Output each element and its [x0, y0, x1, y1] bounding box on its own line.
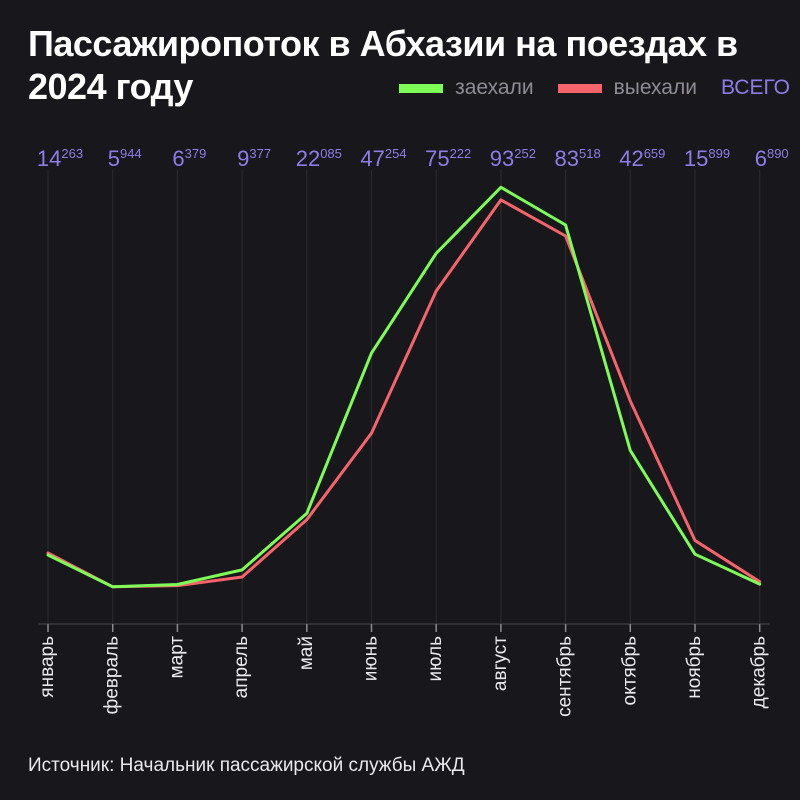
legend-label-departed: выехали — [613, 76, 697, 99]
total-label-10: 42659 — [619, 146, 665, 171]
series-line-departed — [46, 198, 762, 589]
source-note: Источник: Начальник пассажирской службы … — [28, 755, 465, 776]
total-label-7: 75222 — [425, 146, 471, 171]
x-tick-label-11: ноябрь — [684, 636, 705, 699]
total-label-8: 93252 — [490, 146, 536, 171]
legend-swatch-arrived — [399, 83, 444, 93]
total-label-9: 83518 — [555, 146, 601, 171]
x-tick-label-2: февраль — [102, 636, 123, 715]
legend-item-arrived: заехали — [399, 76, 534, 100]
x-tick-label-6: июнь — [361, 636, 382, 681]
total-label-1: 14263 — [37, 146, 83, 171]
x-tick-label-5: май — [296, 636, 317, 670]
legend-swatch-departed — [557, 83, 602, 93]
x-tick-label-8: август — [490, 636, 511, 691]
series-line-arrived — [46, 185, 762, 589]
x-tick-label-9: сентябрь — [555, 636, 576, 717]
total-label-2: 5944 — [108, 146, 142, 171]
x-tick-label-12: декабрь — [749, 636, 770, 708]
x-tick-label-10: октябрь — [619, 636, 640, 706]
x-tick-label-7: июль — [425, 636, 446, 682]
legend-label-total: ВСЕГО — [720, 76, 790, 99]
total-label-5: 22085 — [296, 146, 342, 171]
total-label-11: 15899 — [684, 146, 730, 171]
chart-title: Пассажиропоток в Абхазии на поездах в 20… — [28, 23, 738, 107]
x-tick-label-1: январь — [37, 636, 58, 698]
legend: заехали выехали ВСЕГО — [399, 76, 790, 100]
x-tick-label-3: март — [166, 636, 187, 679]
total-label-12: 6890 — [755, 146, 789, 171]
legend-item-departed: выехали — [557, 76, 697, 100]
total-label-3: 6379 — [172, 146, 206, 171]
legend-label-arrived: заехали — [455, 76, 534, 99]
total-label-6: 47254 — [360, 146, 406, 171]
total-label-4: 9377 — [237, 146, 271, 171]
x-tick-label-4: апрель — [231, 636, 252, 698]
